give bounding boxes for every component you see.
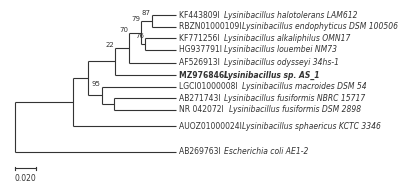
- Text: Lysinibacillus fusiformis NBRC 15717: Lysinibacillus fusiformis NBRC 15717: [224, 94, 366, 103]
- Text: Lysinibacillus halotolerans LAM612: Lysinibacillus halotolerans LAM612: [224, 11, 358, 20]
- Text: 76: 76: [135, 33, 144, 39]
- Text: MZ976846I: MZ976846I: [179, 71, 230, 80]
- Text: RBZN01000109I: RBZN01000109I: [179, 22, 244, 32]
- Text: Escherichia coli AE1-2: Escherichia coli AE1-2: [224, 147, 309, 156]
- Text: AB269763I: AB269763I: [179, 147, 224, 156]
- Text: AF526913I: AF526913I: [179, 58, 223, 67]
- Text: Lysinibacillus odysseyi 34hs-1: Lysinibacillus odysseyi 34hs-1: [224, 58, 339, 67]
- Text: 0.020: 0.020: [15, 174, 36, 183]
- Text: Lysinibacillus macroides DSM 54: Lysinibacillus macroides DSM 54: [242, 82, 367, 91]
- Text: Lysinibacillus alkaliphilus OMN17: Lysinibacillus alkaliphilus OMN17: [224, 34, 351, 43]
- Text: 22: 22: [106, 42, 114, 48]
- Text: Lysinibacillus sphaericus KCTC 3346: Lysinibacillus sphaericus KCTC 3346: [242, 122, 381, 131]
- Text: 70: 70: [119, 27, 128, 33]
- Text: Lysinibacillus louembei NM73: Lysinibacillus louembei NM73: [224, 45, 337, 54]
- Text: LGCI01000008I: LGCI01000008I: [179, 82, 240, 91]
- Text: KF443809I: KF443809I: [179, 11, 222, 20]
- Text: Lysinibacillus endophyticus DSM 100506: Lysinibacillus endophyticus DSM 100506: [242, 22, 398, 32]
- Text: KF771256I: KF771256I: [179, 34, 222, 43]
- Text: HG937791I: HG937791I: [179, 45, 225, 54]
- Text: 95: 95: [92, 81, 100, 87]
- Text: 87: 87: [142, 10, 151, 16]
- Text: Lysinibacillus fusiformis DSM 2898: Lysinibacillus fusiformis DSM 2898: [229, 105, 361, 114]
- Text: AB271743I: AB271743I: [179, 94, 223, 103]
- Text: 79: 79: [131, 16, 140, 22]
- Text: NR 042072I: NR 042072I: [179, 105, 226, 114]
- Text: AUOZ01000024I: AUOZ01000024I: [179, 122, 245, 131]
- Text: Lysinibacillus sp. AS_1: Lysinibacillus sp. AS_1: [224, 71, 320, 80]
